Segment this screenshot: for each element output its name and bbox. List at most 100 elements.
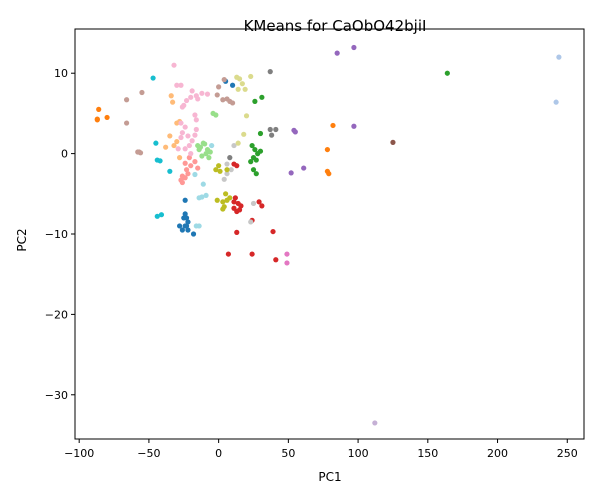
scatter-point [179, 179, 185, 186]
y-tick-label: −30 [45, 389, 68, 402]
scatter-point [267, 126, 273, 133]
scatter-point [221, 77, 227, 83]
scatter-point [185, 227, 191, 233]
scatter-point [181, 215, 187, 221]
scatter-point [213, 112, 219, 118]
scatter-point [236, 207, 243, 213]
scatter-point [185, 171, 191, 177]
scatter-point [224, 167, 230, 173]
scatter-point [179, 227, 185, 233]
scatter-point [195, 96, 201, 102]
scatter-point [182, 211, 188, 217]
scatter-point [174, 138, 180, 145]
scatter-point [185, 219, 191, 225]
scatter-point [196, 146, 202, 153]
scatter-point [183, 97, 190, 104]
scatter-point [232, 195, 238, 201]
scatter-point [189, 138, 195, 144]
scatter-point [182, 124, 188, 130]
scatter-point [200, 140, 206, 146]
scatter-point [351, 44, 357, 51]
scatter-point [227, 155, 233, 161]
scatter-point [188, 94, 194, 100]
scatter-point [195, 142, 201, 149]
scatter-point [257, 130, 264, 137]
scatter-point [220, 206, 226, 212]
scatter-point [178, 134, 184, 141]
y-axis-ticks: −30 −20 −10 0 10 [45, 67, 75, 402]
scatter-point [256, 199, 262, 205]
scatter-point [248, 73, 254, 80]
scatter-point [209, 142, 215, 149]
scatter-point [199, 90, 205, 96]
scatter-point [221, 176, 227, 182]
scatter-point [189, 88, 195, 94]
scatter-point [199, 194, 205, 200]
scatter-point [372, 420, 378, 426]
scatter-point [253, 171, 259, 177]
scatter-point [224, 161, 230, 167]
data-points [94, 44, 562, 426]
scatter-point [203, 192, 209, 199]
scatter-point [182, 160, 188, 166]
scatter-point [235, 140, 241, 146]
scatter-point [186, 142, 192, 149]
scatter-point [186, 155, 192, 161]
y-tick-label: −10 [45, 228, 68, 241]
scatter-point [249, 251, 255, 257]
x-tick-label: 100 [348, 447, 369, 460]
scatter-point [190, 231, 197, 237]
scatter-point [188, 163, 194, 169]
scatter-point [229, 82, 236, 88]
scatter-point [206, 155, 212, 161]
x-tick-label: 200 [487, 447, 508, 460]
scatter-point [192, 159, 198, 165]
scatter-point [248, 219, 254, 225]
scatter-point [330, 122, 336, 129]
scatter-point [171, 142, 177, 149]
scatter-point [192, 171, 198, 178]
scatter-point [182, 175, 188, 181]
scatter-point [234, 163, 240, 169]
scatter-point [227, 98, 233, 104]
scatter-point [292, 129, 298, 135]
x-tick-label: −100 [64, 447, 94, 460]
x-tick-label: 0 [215, 447, 222, 460]
scatter-point [94, 117, 100, 123]
scatter-point [224, 171, 230, 177]
scatter-point [234, 229, 240, 235]
scatter-point [154, 213, 160, 219]
scatter-point [176, 223, 183, 229]
x-tick-label: −50 [137, 447, 160, 460]
scatter-point [243, 113, 250, 119]
scatter-point [203, 151, 209, 157]
scatter-point [171, 62, 177, 68]
scatter-point [228, 167, 234, 173]
scatter-point [227, 195, 233, 201]
scatter-point [104, 114, 110, 121]
scatter-point [214, 197, 220, 203]
scatter-point [200, 181, 206, 187]
scatter-point [179, 130, 185, 136]
scatter-point [182, 146, 188, 152]
scatter-point [150, 75, 156, 81]
scatter-point [231, 199, 237, 205]
scatter-point [253, 157, 259, 163]
scatter-point [273, 126, 279, 133]
scatter-point [207, 149, 213, 155]
scatter-point [257, 148, 264, 154]
scatter-point [183, 167, 190, 173]
scatter-point [158, 212, 165, 218]
x-axis-ticks: −100 −50 0 50 100 150 200 250 [64, 439, 578, 460]
scatter-point [223, 191, 229, 197]
scatter-point [123, 97, 130, 103]
scatter-point [195, 165, 201, 171]
scatter-point [252, 146, 258, 153]
scatter-point [96, 106, 102, 112]
scatter-point [192, 112, 198, 118]
scatter-point [188, 151, 194, 157]
scatter-point [182, 197, 188, 203]
scatter-point [250, 200, 257, 207]
scatter-point [238, 203, 244, 209]
